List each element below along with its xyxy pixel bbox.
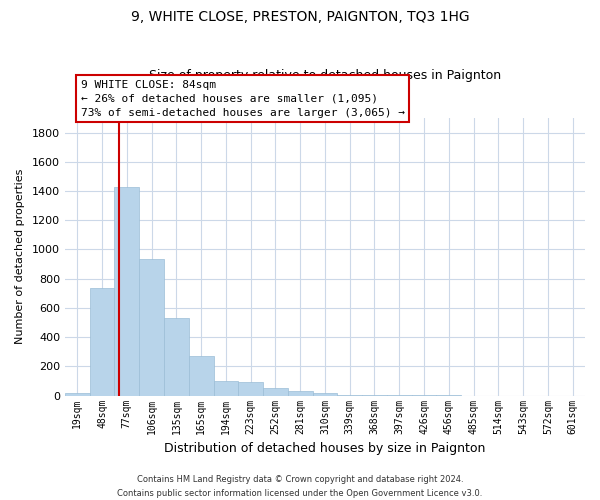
Text: Contains HM Land Registry data © Crown copyright and database right 2024.
Contai: Contains HM Land Registry data © Crown c… <box>118 476 482 498</box>
Bar <box>238 382 263 396</box>
Bar <box>362 395 387 396</box>
Bar <box>139 259 164 396</box>
Bar <box>164 318 189 396</box>
Bar <box>115 186 139 396</box>
Bar <box>337 395 362 396</box>
Bar <box>313 394 337 396</box>
Bar <box>189 356 214 396</box>
X-axis label: Distribution of detached houses by size in Paignton: Distribution of detached houses by size … <box>164 442 485 455</box>
Bar <box>288 392 313 396</box>
Bar <box>214 380 238 396</box>
Title: Size of property relative to detached houses in Paignton: Size of property relative to detached ho… <box>149 69 501 82</box>
Bar <box>263 388 288 396</box>
Bar <box>89 288 115 396</box>
Text: 9, WHITE CLOSE, PRESTON, PAIGNTON, TQ3 1HG: 9, WHITE CLOSE, PRESTON, PAIGNTON, TQ3 1… <box>131 10 469 24</box>
Text: 9 WHITE CLOSE: 84sqm
← 26% of detached houses are smaller (1,095)
73% of semi-de: 9 WHITE CLOSE: 84sqm ← 26% of detached h… <box>80 80 404 118</box>
Y-axis label: Number of detached properties: Number of detached properties <box>15 169 25 344</box>
Bar <box>65 392 89 396</box>
